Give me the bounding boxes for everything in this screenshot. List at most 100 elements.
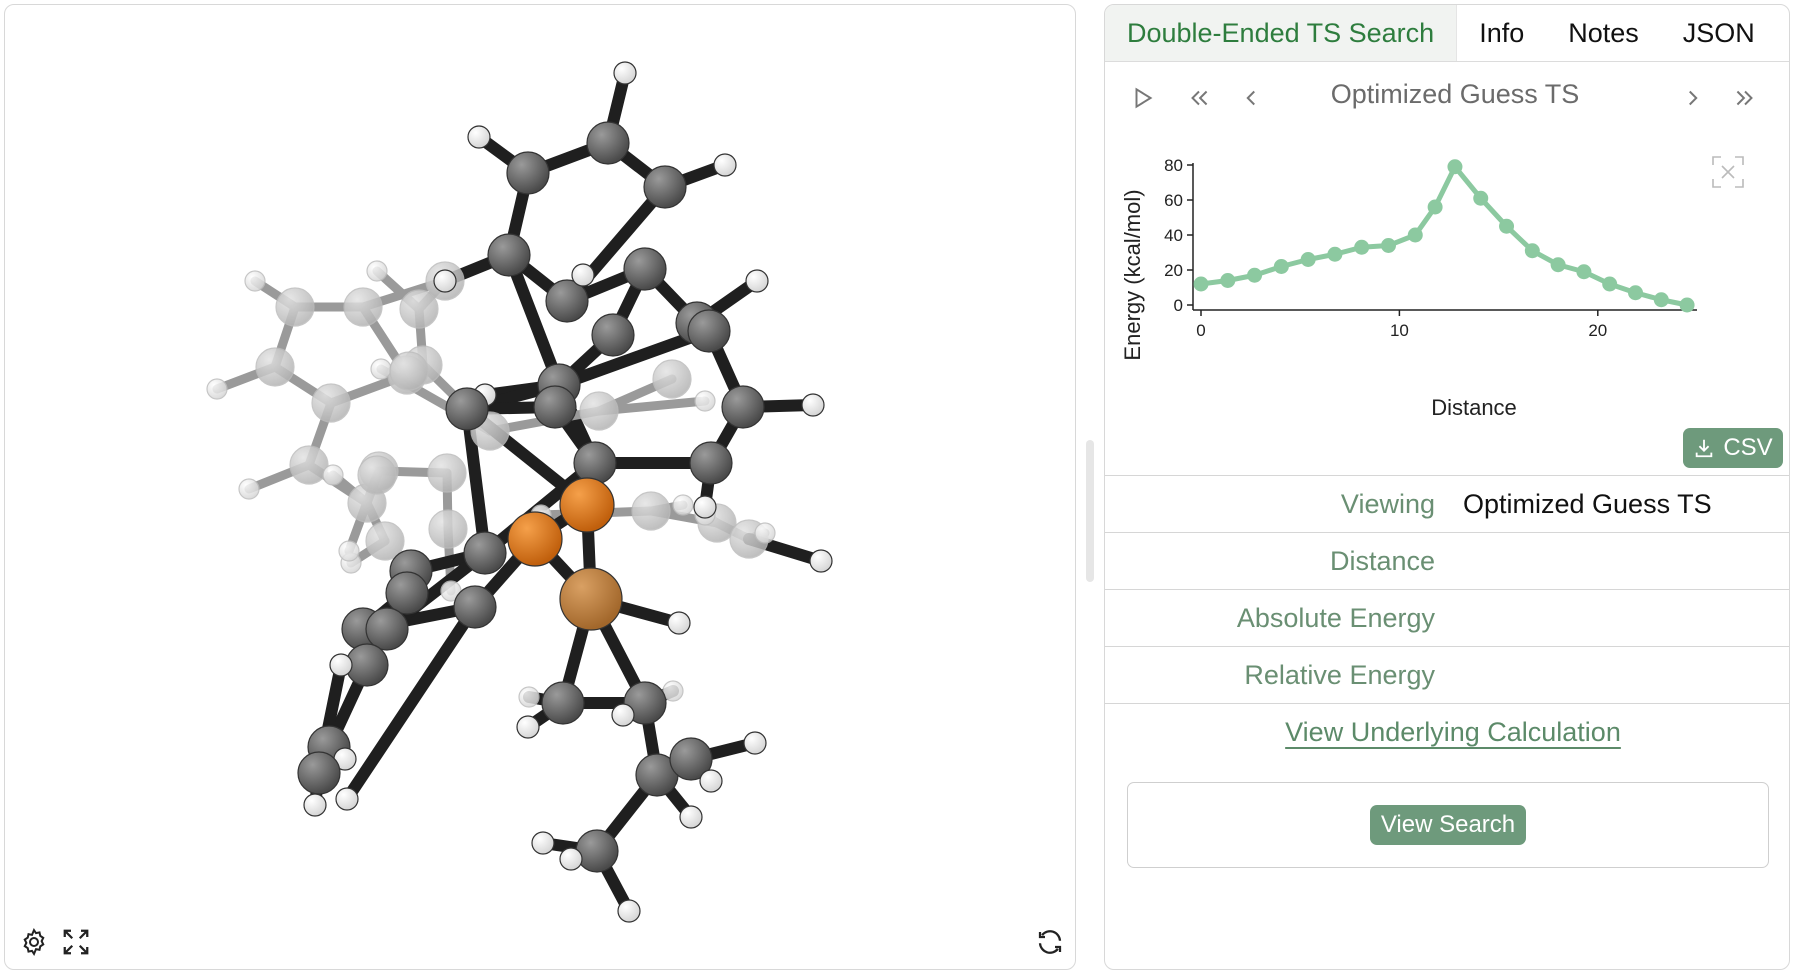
energy-point[interactable] — [1273, 259, 1289, 274]
carbon-atom[interactable] — [579, 391, 619, 431]
energy-point[interactable] — [1247, 267, 1263, 283]
carbon-atom[interactable] — [631, 491, 671, 531]
energy-point[interactable] — [1380, 238, 1396, 253]
carbon-atom[interactable] — [652, 359, 692, 399]
previous-icon[interactable] — [1233, 80, 1269, 116]
energy-point[interactable] — [1550, 257, 1566, 273]
hydrogen-atom[interactable] — [433, 269, 457, 293]
hydrogen-atom[interactable] — [662, 680, 684, 702]
carbon-atom[interactable] — [533, 385, 577, 429]
carbon-atom[interactable] — [643, 165, 687, 209]
hydrogen-atom[interactable] — [559, 847, 583, 871]
metal-atom[interactable] — [507, 511, 563, 567]
carbon-atom[interactable] — [453, 585, 497, 629]
hydrogen-atom[interactable] — [518, 686, 540, 708]
hydrogen-atom[interactable] — [743, 731, 767, 755]
hydrogen-atom[interactable] — [693, 495, 717, 519]
hydrogen-atom[interactable] — [335, 787, 359, 811]
settings-icon[interactable] — [17, 925, 51, 959]
carbon-atom[interactable] — [255, 347, 295, 387]
hydrogen-atom[interactable] — [679, 805, 703, 829]
csv-download-button[interactable]: CSV — [1683, 428, 1783, 468]
hydrogen-atom[interactable] — [745, 269, 769, 293]
energy-point[interactable] — [1499, 218, 1515, 234]
carbon-atom[interactable] — [343, 287, 383, 327]
carbon-atom[interactable] — [365, 607, 409, 651]
energy-point[interactable] — [1627, 285, 1643, 301]
hydrogen-atom[interactable] — [531, 831, 555, 855]
energy-point[interactable] — [1300, 252, 1316, 267]
phosphorus-atom[interactable] — [559, 567, 623, 631]
carbon-atom[interactable] — [311, 383, 351, 423]
carbon-atom[interactable] — [545, 279, 589, 323]
hydrogen-atom[interactable] — [244, 270, 266, 292]
energy-point[interactable] — [1524, 243, 1540, 259]
hydrogen-atom[interactable] — [370, 358, 392, 380]
carbon-atom[interactable] — [689, 441, 733, 485]
fullscreen-icon[interactable] — [59, 925, 93, 959]
reset-view-icon[interactable] — [1033, 925, 1067, 959]
hydrogen-atom[interactable] — [206, 378, 228, 400]
first-icon[interactable] — [1181, 80, 1217, 116]
carbon-atom[interactable] — [586, 121, 630, 165]
hydrogen-atom[interactable] — [338, 540, 360, 562]
carbon-atom[interactable] — [427, 453, 467, 493]
hydrogen-atom[interactable] — [366, 260, 388, 282]
carbon-atom[interactable] — [573, 441, 617, 485]
hydrogen-atom[interactable] — [801, 393, 825, 417]
carbon-atom[interactable] — [506, 151, 550, 195]
carbon-atom[interactable] — [623, 247, 667, 291]
carbon-atom[interactable] — [428, 509, 468, 549]
carbon-atom[interactable] — [591, 313, 635, 357]
hydrogen-atom[interactable] — [611, 703, 635, 727]
energy-point[interactable] — [1602, 276, 1618, 292]
hydrogen-atom[interactable] — [694, 390, 716, 412]
carbon-atom[interactable] — [389, 351, 429, 391]
energy-point[interactable] — [1679, 297, 1695, 313]
view-underlying-calculation-link[interactable]: View Underlying Calculation — [1285, 716, 1621, 747]
next-icon[interactable] — [1675, 80, 1711, 116]
energy-point[interactable] — [1447, 159, 1463, 175]
carbon-atom[interactable] — [687, 309, 731, 353]
hydrogen-atom[interactable] — [672, 494, 694, 516]
hydrogen-atom[interactable] — [713, 153, 737, 177]
carbon-atom[interactable] — [445, 387, 489, 431]
energy-point[interactable] — [1327, 246, 1343, 262]
energy-point[interactable] — [1473, 190, 1489, 206]
energy-point[interactable] — [1193, 276, 1209, 292]
energy-point[interactable] — [1354, 239, 1370, 255]
carbon-atom[interactable] — [385, 571, 429, 615]
carbon-atom[interactable] — [541, 681, 585, 725]
energy-point[interactable] — [1220, 273, 1236, 288]
molecule-viewer[interactable] — [4, 4, 1076, 970]
hydrogen-atom[interactable] — [571, 263, 595, 287]
tab-info[interactable]: Info — [1479, 17, 1525, 48]
hydrogen-atom[interactable] — [617, 899, 641, 923]
hydrogen-atom[interactable] — [754, 522, 776, 544]
carbon-atom[interactable] — [275, 287, 315, 327]
hydrogen-atom[interactable] — [329, 653, 353, 677]
hydrogen-atom[interactable] — [809, 549, 833, 573]
carbon-atom[interactable] — [463, 531, 507, 575]
carbon-atom[interactable] — [289, 445, 329, 485]
molecule-canvas[interactable] — [5, 5, 1076, 970]
carbon-atom[interactable] — [297, 751, 341, 795]
hydrogen-atom[interactable] — [699, 769, 723, 793]
last-icon[interactable] — [1727, 80, 1763, 116]
panel-resize-handle[interactable] — [1086, 440, 1094, 582]
metal-atom[interactable] — [559, 477, 615, 533]
carbon-atom[interactable] — [575, 829, 619, 873]
hydrogen-atom[interactable] — [303, 793, 327, 817]
carbon-atom[interactable] — [365, 521, 405, 561]
carbon-atom[interactable] — [357, 455, 397, 495]
tab-notes[interactable]: Notes — [1568, 17, 1639, 48]
hydrogen-atom[interactable] — [516, 715, 540, 739]
view-search-button[interactable]: View Search — [1369, 805, 1527, 845]
energy-profile-plot[interactable]: 0 20 40 60 80 0 10 20 Energy (kcal/mol) Distanc… — [1105, 135, 1790, 435]
energy-point[interactable] — [1407, 227, 1423, 243]
energy-point[interactable] — [1427, 199, 1443, 215]
hydrogen-atom[interactable] — [322, 464, 344, 486]
tab-double-ended-ts-search[interactable]: Double-Ended TS Search — [1105, 5, 1458, 61]
reset-zoom-icon[interactable] — [1712, 156, 1744, 188]
hydrogen-atom[interactable] — [667, 611, 691, 635]
